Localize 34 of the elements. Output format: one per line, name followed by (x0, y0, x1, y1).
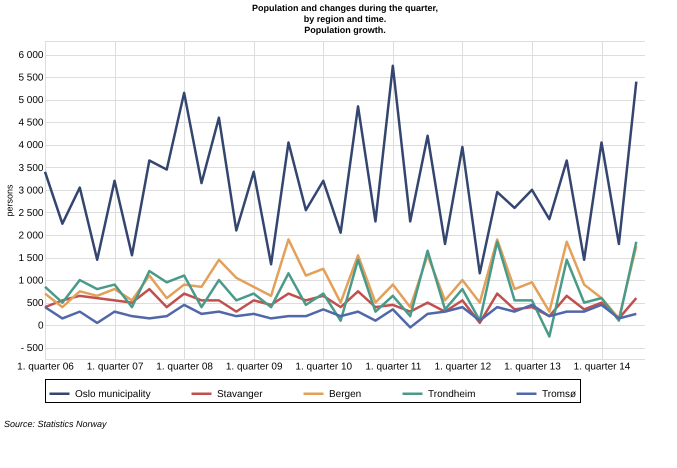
x-tick-label: 1. quarter 07 (86, 362, 144, 372)
y-tick-label: 3 500 (18, 162, 44, 174)
y-tick-label: 1 000 (18, 276, 44, 287)
y-tick-label: 5 500 (18, 72, 44, 84)
y-tick-label: 2 500 (18, 208, 44, 219)
y-tick-label: 4 000 (18, 140, 44, 152)
y-tick-label: 0 (38, 320, 44, 332)
line-series (44, 304, 638, 329)
y-tick-label: 1 500 (18, 253, 44, 264)
x-tick-label: 1. quarter 14 (574, 362, 631, 372)
y-tick-label: 4 500 (18, 118, 44, 129)
legend-label: Oslo municipality (75, 388, 151, 400)
x-tick-label: 1. quarter 10 (295, 362, 353, 372)
x-tick-label: 1. quarter 12 (434, 362, 492, 372)
legend-label: Tromsø (542, 388, 576, 400)
x-tick-label: 1. quarter 06 (17, 362, 74, 372)
y-tick-label: 6 000 (18, 50, 44, 62)
x-tick-label: 1. quarter 13 (504, 362, 562, 372)
chart-title: Population and changes during the quarter, by region and time. Population growth. (252, 3, 438, 35)
y-tick-label: 500 (26, 298, 44, 310)
y-axis-title: persons (4, 184, 14, 217)
line-series (44, 240, 638, 338)
legend-label: Bergen (329, 388, 362, 400)
y-tick-label: 5 000 (18, 95, 44, 106)
x-tick-label: 1. quarter 08 (156, 362, 214, 372)
line-series (44, 64, 638, 275)
y-tick-label: - 500 (20, 343, 44, 354)
legend-label: Trondheim (428, 388, 476, 400)
x-tick-label: 1. quarter 11 (365, 362, 422, 372)
x-tick-label: 1. quarter 09 (226, 362, 283, 372)
legend-label: Stavanger (217, 388, 264, 400)
source-note: Source: Statistics Norway (4, 419, 108, 429)
y-tick-label: 2 000 (18, 230, 44, 242)
y-tick-label: 3 000 (18, 185, 44, 196)
